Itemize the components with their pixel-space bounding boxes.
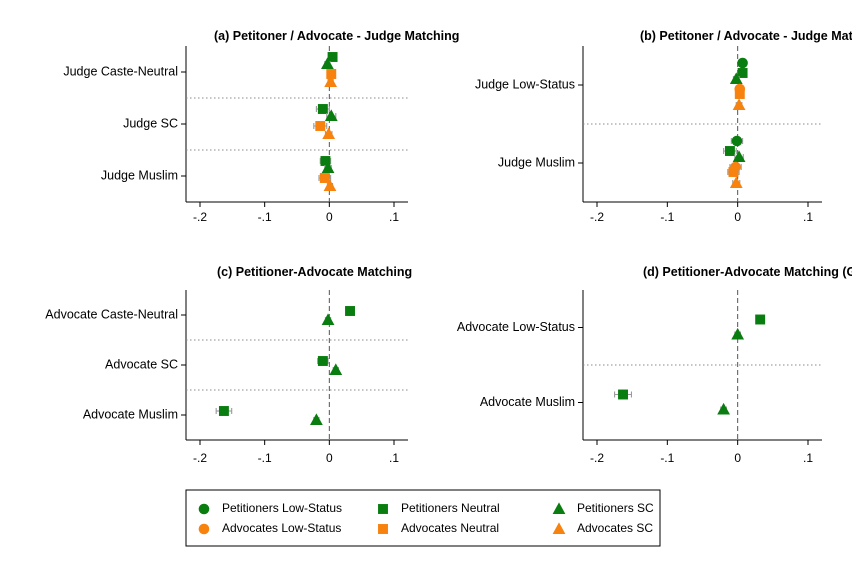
legend-item: Petitioners Neutral <box>378 501 500 515</box>
point-advocates-triangle <box>322 127 336 139</box>
x-tick-label: -.2 <box>590 210 604 224</box>
x-tick-label: 0 <box>326 210 333 224</box>
y-category-label: Advocate Muslim <box>83 407 178 421</box>
point-petitioners-square <box>618 389 628 400</box>
panel-title: (d) Petitioner-Advocate Matching (Groupe… <box>643 265 852 279</box>
point-petitioners-square <box>317 104 328 114</box>
point-petitioners-square <box>755 314 766 325</box>
point-advocates-triangle <box>732 98 746 110</box>
x-tick-label: -.1 <box>660 451 674 465</box>
point-advocates-square <box>728 167 739 177</box>
point-advocates-triangle <box>729 176 743 188</box>
legend-item: Advocates Neutral <box>378 521 499 535</box>
y-category-label: Advocate Low-Status <box>457 320 575 334</box>
panel-2: (b) Petitoner / Advocate - Judge Matchin… <box>475 29 852 224</box>
point-advocates-triangle <box>323 179 337 191</box>
panel-3: (c) Petitioner-Advocate Matching -.2 -.1 0.… <box>45 265 412 465</box>
x-tick-label: .1 <box>803 451 813 465</box>
legend-marker-circle <box>198 503 210 515</box>
point-petitioners-triangle <box>321 57 334 69</box>
x-tick-label: -.2 <box>193 451 207 465</box>
point-petitioners-triangle <box>321 161 335 173</box>
point-petitioners-square <box>724 146 735 156</box>
legend-item: Advocates Low-Status <box>198 521 341 535</box>
legend-label: Advocates SC <box>577 521 653 535</box>
legend-box <box>185 489 661 547</box>
panel-title: (c) Petitioner-Advocate Matching <box>217 265 412 279</box>
point-advocates-square <box>734 89 745 99</box>
x-tick-label: .1 <box>803 210 813 224</box>
x-tick-label: 0 <box>734 210 741 224</box>
point-petitioners-triangle <box>329 363 343 375</box>
panel-1: (a) Petitoner / Advocate - Judge Matchin… <box>63 29 459 224</box>
point-petitioners-triangle <box>321 313 335 325</box>
y-category-label: Judge SC <box>123 116 178 130</box>
legend-label: Advocates Low-Status <box>222 521 341 535</box>
point-petitioners-circle <box>731 135 743 147</box>
y-category-label: Judge Muslim <box>498 155 575 169</box>
point-advocates-square <box>326 69 337 79</box>
x-tick-label: -.2 <box>193 210 207 224</box>
x-tick-label: -.1 <box>660 210 674 224</box>
legend-marker-square <box>378 504 388 514</box>
panel-title: (b) Petitoner / Advocate - Judge Matchin… <box>640 29 852 43</box>
point-petitioners-square <box>345 306 355 316</box>
point-petitioners-square <box>317 356 328 366</box>
point-petitioners-triangle <box>729 72 743 84</box>
y-category-label: Judge Caste-Neutral <box>63 64 178 78</box>
x-tick-label: -.1 <box>258 451 272 465</box>
point-petitioners-triangle <box>324 109 338 121</box>
point-advocates-square <box>315 121 326 131</box>
point-advocates-square <box>319 173 330 183</box>
legend-marker-triangle <box>552 502 566 514</box>
y-category-label: Advocate SC <box>105 357 178 371</box>
legend-item: Petitioners SC <box>552 501 654 515</box>
legend-marker-triangle <box>552 522 566 534</box>
point-petitioners-triangle <box>731 327 745 340</box>
y-category-label: Judge Muslim <box>101 168 178 182</box>
legend-marker-circle <box>198 523 210 535</box>
legend-label: Petitioners Low-Status <box>222 501 342 515</box>
panel-4: (d) Petitioner-Advocate Matching (Groupe… <box>457 265 852 465</box>
x-tick-label: .1 <box>389 451 399 465</box>
point-petitioners-triangle <box>310 413 323 425</box>
x-tick-label: .1 <box>389 210 399 224</box>
panel-title: (a) Petitoner / Advocate - Judge Matchin… <box>214 29 459 43</box>
legend: Petitioners Low-Status Petitioners Neutra… <box>185 489 661 547</box>
x-tick-label: 0 <box>734 451 741 465</box>
x-tick-label: -.2 <box>590 451 604 465</box>
legend-label: Petitioners SC <box>577 501 654 515</box>
point-petitioners-triangle <box>732 150 746 162</box>
point-advocates-triangle <box>324 75 338 87</box>
point-petitioners-circle <box>737 57 748 69</box>
legend-item: Petitioners Low-Status <box>198 501 342 515</box>
y-category-label: Advocate Caste-Neutral <box>45 307 178 321</box>
legend-label: Advocates Neutral <box>401 521 499 535</box>
x-tick-label: 0 <box>326 451 333 465</box>
point-petitioners-square <box>737 68 748 78</box>
x-tick-label: -.1 <box>258 210 272 224</box>
point-petitioners-square <box>327 52 338 62</box>
point-petitioners-square <box>218 406 229 416</box>
legend-item: Advocates SC <box>552 521 653 535</box>
y-category-label: Judge Low-Status <box>475 77 575 91</box>
point-petitioners-square <box>320 156 331 166</box>
legend-label: Petitioners Neutral <box>401 501 500 515</box>
legend-marker-square <box>378 524 388 534</box>
point-petitioners-triangle <box>717 402 730 415</box>
y-category-label: Advocate Muslim <box>480 395 575 409</box>
